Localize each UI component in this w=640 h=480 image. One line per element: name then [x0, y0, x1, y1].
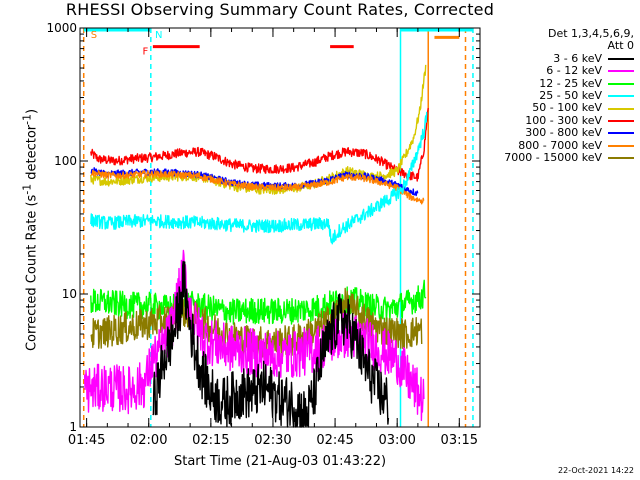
y-tick-label: 10	[62, 287, 77, 301]
legend-swatch	[608, 95, 634, 98]
chart-title: RHESSI Observing Summary Count Rates, Co…	[65, 0, 495, 19]
x-tick-label: 03:00	[378, 433, 415, 448]
y-tick-label: 1000	[46, 21, 77, 35]
legend-entry-label: 12 - 25 keV	[539, 76, 602, 90]
legend-swatch	[608, 82, 634, 85]
legend-swatch	[608, 120, 634, 123]
legend-swatch	[608, 107, 634, 110]
plot-flags: S NF	[83, 28, 473, 58]
legend-entry-label: 800 - 7000 keV	[518, 138, 602, 152]
legend-swatch	[608, 70, 634, 73]
series-6-12keV	[83, 249, 425, 422]
legend-entry: 7000 - 15000 keV	[504, 151, 634, 165]
x-axis-label: Start Time (21-Aug-03 01:43:22)	[173, 454, 387, 469]
legend-entry-label: 300 - 800 keV	[525, 126, 602, 140]
y-axis-label: Corrected Count Rate (s-1 detector-1)	[20, 108, 40, 352]
x-tick-label: 02:45	[316, 433, 353, 448]
legend-entry: 800 - 7000 keV	[504, 138, 634, 152]
legend-swatch	[608, 132, 634, 135]
flag-label-S: S	[91, 30, 97, 41]
legend-entry: 12 - 25 keV	[504, 76, 634, 90]
x-tick-label: 02:30	[254, 433, 291, 448]
legend-entry: 25 - 50 keV	[504, 89, 634, 103]
plot-frame	[79, 27, 481, 428]
legend-entry-label: 6 - 12 keV	[546, 64, 602, 78]
legend-entry: 6 - 12 keV	[504, 64, 634, 78]
legend-swatch	[608, 157, 634, 160]
legend-swatch	[608, 144, 634, 147]
legend-entry-label: 25 - 50 keV	[539, 89, 602, 103]
y-tick-label: 100	[54, 154, 77, 168]
y-tick-label: 1	[69, 420, 77, 434]
generation-timestamp: 22-Oct-2021 14:22	[558, 466, 634, 475]
flag-label-F: F	[143, 47, 149, 58]
plot-series	[83, 64, 429, 428]
plot-axes: 1 10 100 1000 01:45 02:00 02:15 02:30 02:45 03:00…	[46, 21, 481, 448]
series-100-300keV	[90, 107, 429, 182]
x-tick-label: 02:00	[130, 433, 167, 448]
legend-entry-label: 3 - 6 keV	[553, 51, 602, 65]
legend-swatch	[608, 58, 634, 61]
legend-entry: 100 - 300 keV	[504, 113, 634, 127]
legend-entry-label: 50 - 100 keV	[532, 101, 602, 115]
legend-entry-label: 100 - 300 keV	[525, 113, 602, 127]
series-3-6keV	[152, 260, 390, 428]
x-tick-label: 01:45	[68, 433, 105, 448]
legend-entry: 300 - 800 keV	[504, 126, 634, 140]
x-tick-label: 03:15	[441, 433, 478, 448]
legend-entry: 50 - 100 keV	[504, 102, 634, 114]
legend-header-attenuator: Att 0	[607, 39, 634, 53]
legend-header-detectors: Det 1,3,4,5,6,9,	[547, 27, 634, 40]
series-25-50keV	[90, 111, 428, 245]
legend-entry-label: 7000 - 15000 keV	[504, 151, 602, 165]
legend-entry: 3 - 6 keV	[504, 51, 634, 65]
legend: Det 1,3,4,5,6,9, Att 0 3 - 6 keV 6 - 12 k…	[504, 27, 634, 165]
flag-label-N: N	[155, 30, 162, 41]
series-800-7000keV	[90, 169, 425, 205]
x-tick-label: 02:15	[192, 433, 229, 448]
